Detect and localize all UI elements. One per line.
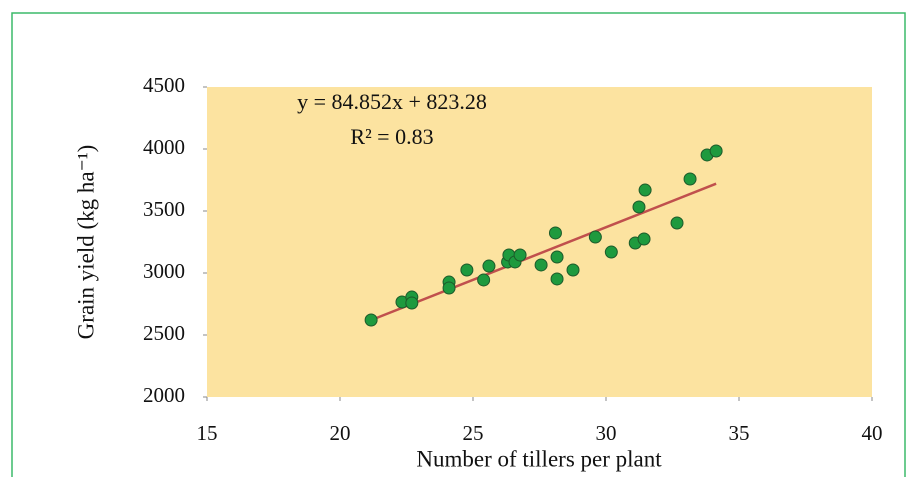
data-point: [513, 248, 527, 262]
data-point: [637, 232, 651, 246]
data-point: [709, 144, 723, 158]
data-point: [604, 245, 618, 259]
y-tick-label: 2500: [143, 321, 185, 345]
data-point: [442, 281, 456, 295]
data-point: [534, 258, 548, 272]
data-point: [364, 313, 378, 327]
data-point: [566, 263, 580, 277]
y-tick-label: 3500: [143, 197, 185, 221]
data-point: [460, 263, 474, 277]
r-squared: R² = 0.83: [350, 124, 433, 149]
x-tick-label: 20: [330, 421, 351, 445]
x-tick-label: 40: [862, 421, 883, 445]
x-tick-label: 30: [596, 421, 617, 445]
data-point: [477, 273, 491, 287]
data-point: [683, 172, 697, 186]
y-axis-title: Grain yield (kg ha⁻¹): [73, 145, 98, 340]
y-tick-label: 2000: [143, 383, 185, 407]
data-point: [548, 226, 562, 240]
data-point: [550, 272, 564, 286]
x-tick-label: 15: [197, 421, 218, 445]
data-point: [632, 200, 646, 214]
data-point: [588, 230, 602, 244]
y-tick-label: 4500: [143, 73, 185, 97]
data-point: [405, 296, 419, 310]
data-point: [550, 250, 564, 264]
x-tick-label: 35: [729, 421, 750, 445]
y-tick-label: 4000: [143, 135, 185, 159]
equation: y = 84.852x + 823.28: [297, 89, 487, 114]
trendline: [370, 182, 717, 322]
data-point: [482, 259, 496, 273]
frame: [11, 12, 906, 477]
data-point: [670, 216, 684, 230]
data-point: [638, 183, 652, 197]
x-tick-label: 25: [463, 421, 484, 445]
y-tick-label: 3000: [143, 259, 185, 283]
plot-area: [207, 87, 872, 397]
x-axis-title: Number of tillers per plant: [416, 446, 662, 471]
